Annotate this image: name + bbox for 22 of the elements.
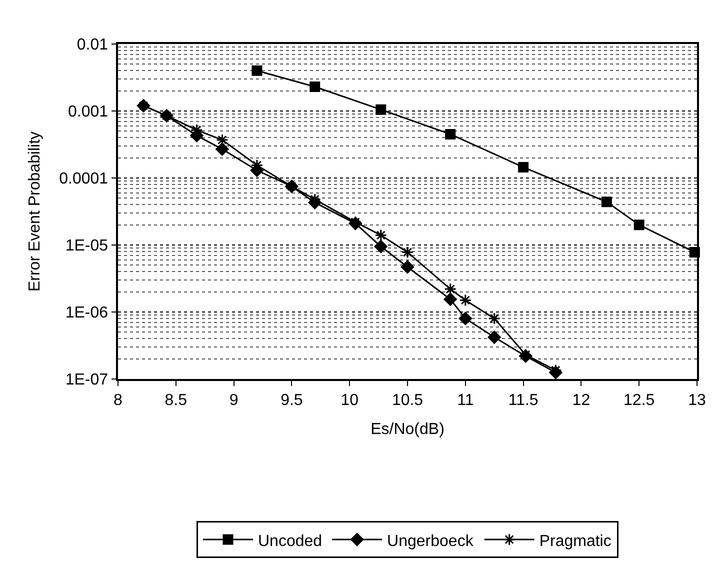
legend-label: Ungerboeck [387,532,474,550]
x-tick-label: 10 [340,392,359,409]
legend-label: Pragmatic [539,532,612,550]
x-tick-label: 8.5 [164,392,188,409]
x-tick-label: 12.5 [624,392,655,409]
y-tick-label: 1E-05 [65,238,108,255]
legend-label: Uncoded [258,532,322,550]
x-tick-label: 11 [457,392,474,409]
x-axis-title: Es/No(dB) [370,421,444,438]
y-tick-label: 0.01 [76,36,108,54]
x-tick-label: 9.5 [280,392,303,409]
y-tick-label: 0.001 [68,104,108,121]
x-tick-label: 11.5 [508,392,538,409]
y-tick-label: 1E-07 [65,372,108,389]
x-tick-label: 9 [229,392,238,409]
y-tick-label: 1E-06 [65,304,108,322]
x-tick-label: 12 [572,392,590,409]
y-axis-title: Error Event Probability [26,131,44,292]
x-tick-label: 8 [114,392,123,409]
x-tick-label: 13 [688,392,706,409]
x-tick-label: 10.5 [392,392,424,409]
y-tick-label: 0.0001 [59,170,108,188]
